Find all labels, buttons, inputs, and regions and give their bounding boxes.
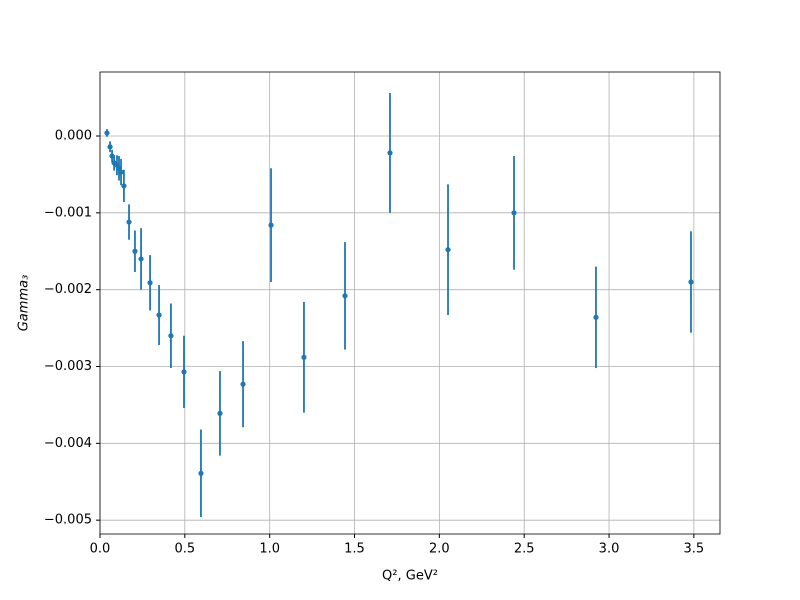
data-point bbox=[118, 169, 124, 175]
y-tick-label: −0.004 bbox=[44, 436, 92, 451]
data-point bbox=[217, 410, 223, 416]
plot-frame bbox=[99, 71, 721, 535]
data-point bbox=[126, 219, 132, 225]
x-tick-label: 1.5 bbox=[344, 542, 365, 557]
data-point bbox=[132, 248, 138, 254]
data-point bbox=[104, 130, 110, 136]
data-point bbox=[156, 312, 162, 318]
data-point bbox=[301, 354, 307, 360]
data-point bbox=[268, 222, 274, 228]
data-point bbox=[445, 247, 451, 253]
data-point bbox=[342, 293, 348, 299]
y-tick-label: 0.000 bbox=[55, 129, 92, 144]
x-tick-label: 0.0 bbox=[90, 542, 111, 557]
y-tick-label: −0.002 bbox=[44, 282, 92, 297]
x-tick-label: 2.0 bbox=[429, 542, 450, 557]
data-point bbox=[168, 333, 174, 339]
y-tick-label: −0.005 bbox=[44, 513, 92, 528]
data-point bbox=[121, 183, 127, 189]
data-point bbox=[387, 150, 393, 156]
data-point bbox=[688, 279, 694, 285]
x-tick-label: 2.5 bbox=[514, 542, 535, 557]
y-axis-label: Gamma₃ bbox=[17, 275, 32, 332]
x-tick-label: 3.5 bbox=[684, 542, 705, 557]
data-point bbox=[593, 314, 599, 320]
x-tick-label: 0.5 bbox=[174, 542, 195, 557]
data-point bbox=[240, 381, 246, 387]
x-axis-label: Q², GeV² bbox=[382, 569, 438, 584]
data-point bbox=[198, 470, 204, 476]
x-tick-label: 1.0 bbox=[259, 542, 280, 557]
x-tick-label: 3.0 bbox=[599, 542, 620, 557]
data-point bbox=[107, 144, 113, 150]
data-point bbox=[181, 369, 187, 375]
data-point bbox=[138, 256, 144, 262]
data-point bbox=[147, 280, 153, 286]
y-tick-label: −0.003 bbox=[44, 359, 92, 374]
y-tick-label: −0.001 bbox=[44, 205, 92, 220]
data-point bbox=[511, 210, 517, 216]
